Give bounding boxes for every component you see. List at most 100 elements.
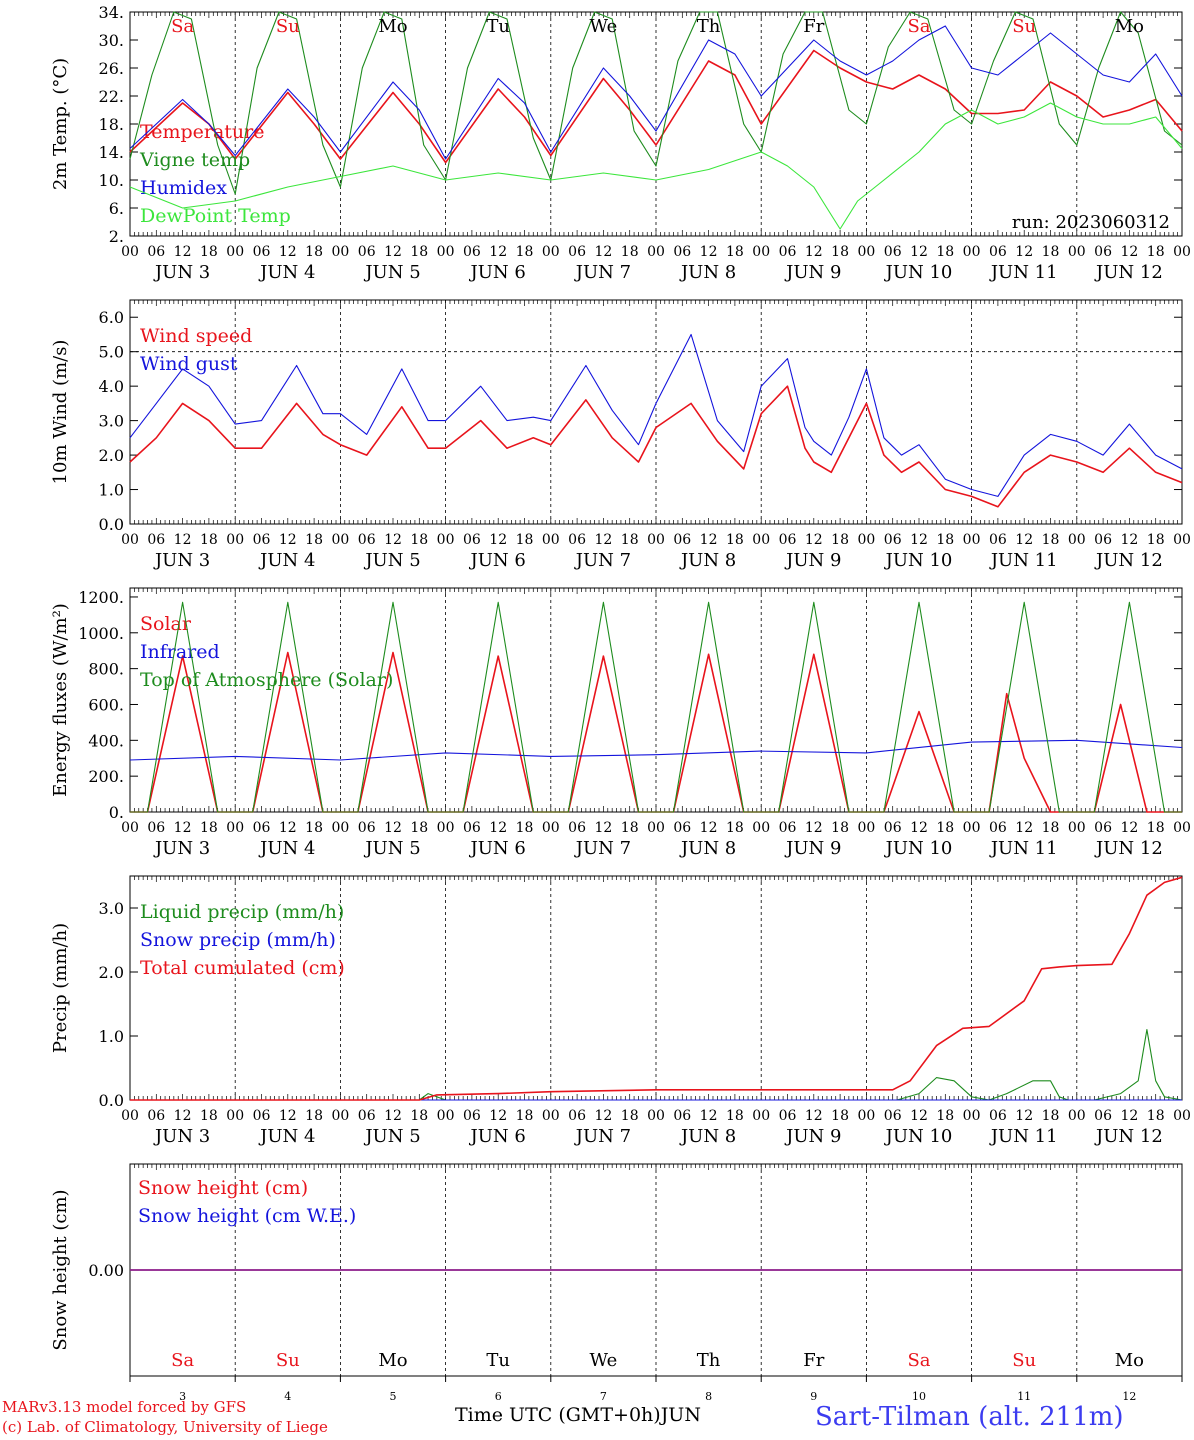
x-day-label: JUN 4 bbox=[258, 550, 315, 571]
x-hour-label: 06 bbox=[463, 532, 481, 548]
x-day-label: JUN 5 bbox=[363, 262, 420, 283]
x-hour-label: 00 bbox=[331, 820, 349, 836]
y-tick-label: 10. bbox=[99, 171, 124, 190]
x-hour-label: 12 bbox=[594, 244, 612, 260]
y-tick-label: 6. bbox=[109, 199, 124, 218]
x-hour-label: 06 bbox=[1094, 820, 1112, 836]
x-hour-label: 00 bbox=[331, 1108, 349, 1124]
x-day-label: JUN 3 bbox=[153, 838, 210, 859]
x-day-label: JUN 7 bbox=[574, 550, 631, 571]
series-line-2 bbox=[130, 876, 1183, 1101]
legend-entry: Infrared bbox=[140, 641, 220, 663]
x-hour-label: 00 bbox=[331, 244, 349, 260]
x-hour-label: 00 bbox=[1068, 1108, 1086, 1124]
series-line-0 bbox=[129, 385, 1183, 508]
x-hour-label: 12 bbox=[489, 1108, 507, 1124]
x-hour-label: 00 bbox=[963, 1108, 981, 1124]
legend-entry: Snow height (cm W.E.) bbox=[138, 1205, 356, 1227]
y-tick-label: 2.0 bbox=[99, 446, 124, 465]
x-day-label: JUN 7 bbox=[574, 838, 631, 859]
x-hour-label: 06 bbox=[568, 532, 586, 548]
x-hour-label: 12 bbox=[1015, 532, 1033, 548]
x-hour-label: 12 bbox=[700, 820, 718, 836]
y-tick-label: 22. bbox=[99, 87, 124, 106]
x-hour-label: 06 bbox=[147, 820, 165, 836]
weekday-label-bottom: Fr bbox=[803, 1350, 824, 1371]
y-tick-label: 18. bbox=[99, 115, 124, 134]
x-hour-label: 12 bbox=[384, 1108, 402, 1124]
weekday-label-bottom: Sa bbox=[907, 1350, 930, 1371]
x-hour-label: 00 bbox=[752, 1108, 770, 1124]
x-hour-label: 12 bbox=[174, 244, 192, 260]
x-hour-label: 00 bbox=[752, 244, 770, 260]
x-hour-label: 06 bbox=[463, 1108, 481, 1124]
day-number-label: 11 bbox=[1017, 1390, 1031, 1403]
x-hour-label: 18 bbox=[305, 820, 323, 836]
x-hour-label: 12 bbox=[700, 1108, 718, 1124]
x-hour-label: 12 bbox=[1120, 532, 1138, 548]
x-day-label: JUN 8 bbox=[679, 838, 736, 859]
series-line-3 bbox=[129, 102, 1183, 230]
x-day-label: JUN 9 bbox=[784, 262, 841, 283]
x-hour-label: 18 bbox=[516, 1108, 534, 1124]
x-hour-label: 12 bbox=[279, 820, 297, 836]
plot-frame bbox=[129, 587, 1183, 813]
x-hour-label: 12 bbox=[489, 820, 507, 836]
credit-line-lab: (c) Lab. of Climatology, University of L… bbox=[2, 1418, 328, 1436]
x-day-label: JUN 7 bbox=[574, 262, 631, 283]
station-name: Sart-Tilman (alt. 211m) bbox=[815, 1402, 1124, 1432]
y-tick-label: 34. bbox=[99, 3, 124, 22]
x-hour-label: 12 bbox=[1015, 1108, 1033, 1124]
x-hour-label: 00 bbox=[647, 244, 665, 260]
weekday-label-top: Su bbox=[1012, 16, 1036, 37]
x-hour-label: 00 bbox=[121, 532, 139, 548]
x-day-label: JUN 4 bbox=[258, 838, 315, 859]
x-hour-label: 06 bbox=[358, 1108, 376, 1124]
x-hour-label: 12 bbox=[384, 244, 402, 260]
x-hour-label: 18 bbox=[1147, 244, 1165, 260]
x-hour-label: 06 bbox=[568, 244, 586, 260]
x-hour-label: 00 bbox=[437, 244, 455, 260]
x-hour-label: 18 bbox=[200, 1108, 218, 1124]
legend-entry: Wind speed bbox=[140, 325, 252, 347]
x-hour-label: 00 bbox=[857, 1108, 875, 1124]
x-hour-label: 18 bbox=[621, 1108, 639, 1124]
x-hour-label: 00 bbox=[226, 244, 244, 260]
series-line-1 bbox=[129, 739, 1183, 761]
y-tick-label: 1.0 bbox=[99, 481, 124, 500]
x-hour-label: 12 bbox=[1120, 244, 1138, 260]
x-day-label: JUN 9 bbox=[784, 1126, 841, 1147]
x-hour-label: 00 bbox=[1173, 1108, 1191, 1124]
x-hour-label: 06 bbox=[568, 820, 586, 836]
x-hour-label: 06 bbox=[1094, 532, 1112, 548]
x-hour-label: 00 bbox=[1173, 532, 1191, 548]
x-hour-label: 06 bbox=[673, 820, 691, 836]
x-day-label: JUN 3 bbox=[153, 550, 210, 571]
legend-entry: Temperature bbox=[140, 121, 264, 143]
x-hour-label: 06 bbox=[253, 820, 271, 836]
y-tick-label: 2.0 bbox=[99, 963, 124, 982]
weekday-label-bottom: Th bbox=[697, 1350, 721, 1371]
weekday-label-top: Mo bbox=[378, 16, 407, 37]
x-hour-label: 18 bbox=[936, 1108, 954, 1124]
x-day-label: JUN 11 bbox=[989, 838, 1058, 859]
x-hour-label: 00 bbox=[542, 532, 560, 548]
weekday-label-bottom: We bbox=[590, 1350, 618, 1371]
day-number-label: 8 bbox=[705, 1390, 712, 1403]
x-hour-label: 00 bbox=[1173, 244, 1191, 260]
x-hour-label: 00 bbox=[226, 1108, 244, 1124]
x-hour-label: 06 bbox=[884, 1108, 902, 1124]
y-axis-label: 10m Wind (m/s) bbox=[50, 340, 71, 485]
x-hour-label: 12 bbox=[805, 244, 823, 260]
x-hour-label: 06 bbox=[673, 532, 691, 548]
y-tick-label: 0.00 bbox=[88, 1261, 124, 1280]
x-hour-label: 06 bbox=[989, 1108, 1007, 1124]
x-day-label: JUN 10 bbox=[884, 550, 953, 571]
y-tick-label: 30. bbox=[99, 31, 124, 50]
x-hour-label: 06 bbox=[358, 244, 376, 260]
x-day-label: JUN 11 bbox=[989, 262, 1058, 283]
x-hour-label: 12 bbox=[594, 820, 612, 836]
x-hour-label: 18 bbox=[621, 532, 639, 548]
weekday-label-bottom: Su bbox=[276, 1350, 300, 1371]
x-hour-label: 18 bbox=[410, 820, 428, 836]
